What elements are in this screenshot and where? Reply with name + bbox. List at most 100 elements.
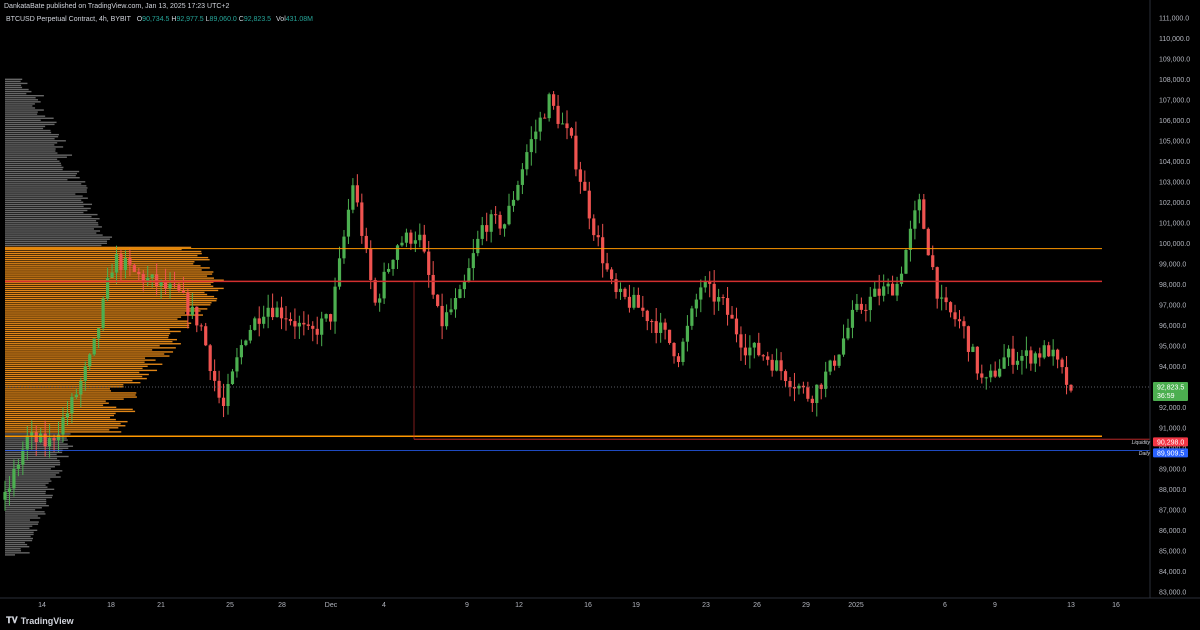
profile-bar — [5, 320, 188, 322]
profile-bar — [5, 291, 205, 294]
candle-body — [395, 245, 400, 260]
profile-bar — [5, 103, 35, 105]
tradingview-logo[interactable]: 𝐓𝐕 TradingView — [6, 615, 74, 626]
candle-body — [507, 205, 511, 225]
candle-body — [105, 277, 110, 299]
horizontal-levels — [5, 248, 1150, 451]
candle-body — [1038, 353, 1042, 358]
candle-body — [650, 321, 654, 323]
profile-bar — [5, 158, 58, 160]
time-axis[interactable]: 14 18 21 25 28 Dec 4 9 12 16 19 23 26 29 2025 6 9 13 16 — [38, 602, 1120, 609]
profile-bar — [5, 287, 224, 290]
candle-body — [159, 280, 163, 286]
candle-body — [1056, 349, 1060, 360]
candle-body — [101, 298, 105, 329]
candle-body — [663, 322, 667, 330]
profile-bar — [5, 105, 33, 107]
profile-bar — [5, 275, 208, 277]
profile-bar — [5, 451, 63, 454]
candle-body — [351, 185, 355, 210]
candle-body — [266, 307, 270, 317]
x-tick-label: 21 — [157, 602, 165, 609]
candle-body — [248, 329, 252, 341]
profile-bar — [5, 203, 93, 206]
profile-bar — [5, 468, 51, 470]
candle-body — [529, 139, 533, 153]
candle-body — [364, 235, 368, 249]
x-tick-label: 13 — [1067, 602, 1075, 609]
candle-body — [966, 326, 971, 352]
candle-body — [39, 433, 43, 443]
candle-body — [83, 366, 87, 381]
candle-body — [168, 283, 172, 289]
profile-bar — [5, 529, 38, 531]
candle-body — [1069, 384, 1073, 391]
symbol-title: BTCUSD Perpetual Contract, 4h, BYBIT — [6, 16, 131, 23]
profile-bar — [5, 355, 170, 357]
profile-bar — [5, 341, 173, 343]
profile-bar — [5, 269, 202, 271]
candle-body — [596, 235, 600, 238]
candle-body — [534, 131, 538, 140]
profile-bar — [5, 177, 80, 179]
profile-bar — [5, 254, 198, 257]
candle-body — [52, 438, 56, 441]
profile-bar — [5, 371, 140, 374]
profile-bar — [5, 195, 83, 197]
candle-body — [498, 214, 502, 229]
profile-bar — [5, 168, 63, 171]
candle-body — [244, 340, 248, 346]
candle-body — [141, 273, 145, 283]
candle-body — [511, 199, 516, 206]
profile-bar — [5, 107, 36, 109]
candle-body — [998, 368, 1002, 377]
candle-body — [190, 306, 194, 316]
profile-bar — [5, 172, 78, 175]
candle-body — [828, 360, 832, 372]
candle-body — [926, 228, 930, 256]
y-tick-label: 109,000.0 — [1159, 57, 1190, 64]
profile-bar — [5, 533, 34, 536]
candle-body — [369, 248, 373, 280]
profile-bar — [5, 486, 48, 488]
profile-bar — [5, 170, 80, 173]
candle-body — [1020, 355, 1024, 361]
profile-bar — [5, 548, 21, 550]
profile-bar — [5, 152, 58, 154]
candle-body — [61, 417, 65, 435]
x-tick-label: 19 — [632, 602, 640, 609]
profile-bar — [5, 117, 54, 119]
profile-bar — [5, 144, 55, 146]
candle-body — [1051, 349, 1055, 357]
profile-bar — [5, 252, 202, 255]
x-tick-label: 23 — [702, 602, 710, 609]
profile-bar — [5, 92, 27, 95]
candle-body — [226, 384, 230, 407]
candle-body — [355, 185, 359, 203]
candle-body — [7, 488, 12, 492]
candle-body — [146, 277, 150, 283]
profile-bar — [5, 500, 47, 503]
profile-bar — [5, 244, 102, 247]
candle-body — [458, 289, 462, 299]
profile-bar — [5, 242, 107, 244]
profile-bar — [5, 146, 64, 148]
candle-body — [583, 181, 587, 191]
candle-body — [935, 267, 939, 299]
candle-body — [25, 435, 29, 450]
candle-body — [1002, 357, 1006, 369]
profile-bar — [5, 425, 126, 427]
candle-body — [1015, 360, 1020, 365]
candle-body — [520, 169, 524, 185]
price-axis[interactable]: 111,000.0 110,000.0 109,000.0 108,000.0 107,… — [1159, 16, 1190, 597]
candle-body — [79, 380, 83, 395]
profile-bar — [5, 507, 42, 509]
candle-body — [667, 329, 672, 343]
candle-body — [815, 384, 819, 403]
candle-body — [1029, 350, 1033, 364]
candle-body — [275, 307, 279, 318]
candle-body — [962, 321, 966, 327]
profile-bar — [5, 515, 38, 517]
profile-bar — [5, 90, 32, 93]
